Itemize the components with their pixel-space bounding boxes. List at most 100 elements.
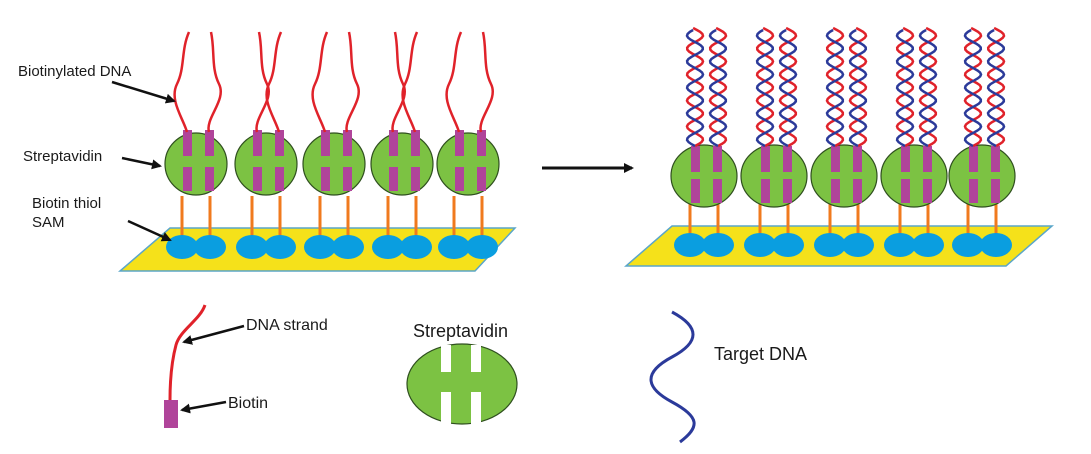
biotin [343,130,352,156]
biotin [969,179,978,203]
pointer-arrow-biotinylated-dna [111,80,176,104]
streptavidin [948,144,1016,208]
streptavidin [810,144,878,208]
streptavidin-body [370,132,434,196]
biotin-thiol-head [466,235,498,259]
biotin-thiol-head [166,235,198,259]
biotin [275,130,284,156]
biotin-thiol-sam-left [166,196,498,259]
target-dna-strand [963,28,983,148]
biotin [321,130,330,156]
streptavidin [302,130,366,196]
target-dna-strand [755,28,775,148]
biotin-thiol-head [772,233,804,257]
biotin-thiol-head [842,233,874,257]
dna-strand [755,26,775,148]
streptavidin [880,144,948,208]
label-streptavidin: Streptavidin [23,148,102,165]
streptavidin-body [880,144,948,208]
dna-strand [345,31,360,133]
streptavidin-body [234,132,298,196]
pointer-arrow-streptavidin [121,156,162,170]
biotin [901,179,910,203]
right-panel [623,26,1055,267]
biotin [831,146,840,172]
biotin [923,179,932,203]
legend-label-streptavidin: Streptavidin [413,321,508,341]
biotin [691,179,700,203]
streptavidin [740,144,808,208]
biotin-thiol-head [438,235,470,259]
dna-strand [391,31,406,133]
legend-streptavidin-icon [406,343,518,425]
streptavidin-body [436,132,500,196]
biotin [455,167,464,191]
biotin-thiol-head [744,233,776,257]
biotin [389,167,398,191]
dna-strand [445,31,463,133]
biotin [691,146,700,172]
legend-pointer-biotin [180,400,227,414]
biotin-thiol-head [264,235,296,259]
biotin [761,179,770,203]
legend-target-dna-icon [649,310,696,444]
biotin [477,167,486,191]
biotin [321,167,330,191]
pointer-arrow-biotin-thiol [127,219,172,242]
biotin [183,167,192,191]
biotin-thiol-head [952,233,984,257]
streptavidin [370,130,434,196]
streptavidin-row-left [164,130,500,196]
biotin [411,130,420,156]
biotin-thiol-head [702,233,734,257]
streptavidin [234,130,298,196]
target-dna-strand [895,28,915,148]
biotin [713,179,722,203]
dna-strand [265,31,283,133]
biotin [205,130,214,156]
biotin [923,146,932,172]
dna-strand [685,26,705,148]
biotin-thiol-head [332,235,364,259]
biotin-thiol-head [884,233,916,257]
biotin-thiol-head [194,235,226,259]
biotin [991,179,1000,203]
dna-strand [255,31,270,133]
biotin [275,167,284,191]
legend-label-biotin: Biotin [228,395,268,412]
streptavidin-body [302,132,366,196]
dna-strand [986,26,1006,148]
legend-dna-strand-icon [168,304,207,401]
dna-strand [778,26,798,148]
dna-strand [895,26,915,148]
biotin [183,130,192,156]
dna-strand [963,26,983,148]
biotin-thiol-head [980,233,1012,257]
target-dna-strand [685,28,705,148]
biotin [411,167,420,191]
dna-strand [173,31,191,133]
biotin-thiol-head [236,235,268,259]
dna-strand [918,26,938,148]
biotin [205,167,214,191]
biotin [831,179,840,203]
biotin [253,167,262,191]
biotin [853,146,862,172]
biotin-thiol-sam-right [674,196,1012,257]
streptavidin [670,144,738,208]
target-dna-strand [918,28,938,148]
biotin-thiol-head [674,233,706,257]
legend-pointer-dna-strand [182,324,245,345]
target-dna-strand [848,28,868,148]
streptavidin-body [948,144,1016,208]
dna-strand [479,31,494,133]
dna-strand [848,26,868,148]
biotin [991,146,1000,172]
biotin [761,146,770,172]
left-panel [117,31,517,272]
dna-strand [311,31,329,133]
biotin-thiol-head [372,235,404,259]
target-dna-strand [778,28,798,148]
legend-biotin-icon [164,400,178,428]
